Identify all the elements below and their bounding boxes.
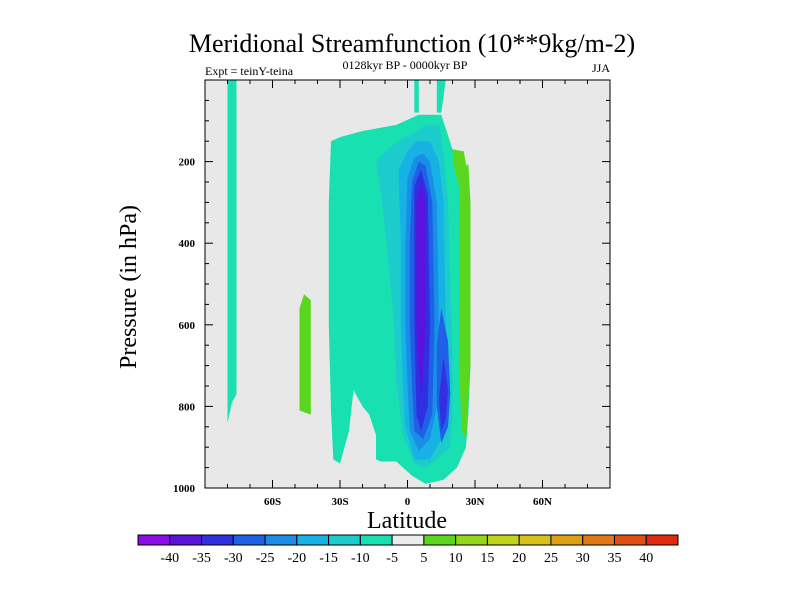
center-subtitle: 0128kyr BP - 0000kyr BP bbox=[343, 58, 468, 72]
colorbar-label: 30 bbox=[576, 551, 590, 566]
y-tick-label: 400 bbox=[179, 238, 196, 250]
x-axis-label: Latitude bbox=[367, 508, 447, 534]
y-tick-label: 800 bbox=[179, 401, 196, 413]
colorbar-label: 25 bbox=[544, 551, 558, 566]
left-subtitle: Expt = teinY-teina bbox=[205, 64, 294, 78]
plot-area: 60S 30S 0 30N 60N 200 400 600 800 1000 bbox=[173, 79, 611, 508]
colorbar-label: 40 bbox=[639, 551, 653, 566]
x-tick-label: 60S bbox=[264, 496, 281, 508]
contour-fill-main-cell-35 bbox=[416, 182, 426, 399]
x-tick-label: 0 bbox=[405, 496, 411, 508]
colorbar-label: 20 bbox=[512, 551, 526, 566]
axis-ticks: 60S 30S 0 30N 60N 200 400 600 800 1000 bbox=[173, 80, 610, 508]
colorbar-label: -40 bbox=[160, 551, 179, 566]
colorbar-swatch bbox=[423, 534, 457, 546]
colorbar-swatch bbox=[645, 534, 679, 546]
colorbar-label: -5 bbox=[386, 551, 398, 566]
colorbar-label: 10 bbox=[449, 551, 463, 566]
colorbar-swatch bbox=[296, 534, 330, 546]
contour-fill-north-positive-cell bbox=[459, 163, 471, 439]
colorbar-swatch bbox=[518, 534, 552, 546]
contour-fill-upper-tropics-strip bbox=[414, 80, 419, 113]
colorbar: -40 -35 -30 -25 -20 -15 -10 -5 5 10 15 20 25 30 35 40 bbox=[137, 534, 679, 566]
right-subtitle: JJA bbox=[592, 61, 610, 75]
colorbar-swatch bbox=[137, 534, 171, 546]
colorbar-swatch bbox=[455, 534, 488, 546]
colorbar-label: -30 bbox=[224, 551, 243, 566]
x-tick-label: 30N bbox=[466, 496, 485, 508]
chart-title: Meridional Streamfunction (10**9kg/m-2) bbox=[189, 29, 635, 58]
x-tick-label: 30S bbox=[331, 496, 348, 508]
colorbar-swatch bbox=[582, 534, 615, 546]
y-tick-label: 200 bbox=[179, 157, 196, 169]
colorbar-swatch bbox=[264, 534, 298, 546]
colorbar-swatch bbox=[201, 534, 234, 546]
contour-fill-upper-north-strip bbox=[436, 80, 446, 113]
colorbar-swatch bbox=[359, 534, 393, 546]
x-tick-label: 60N bbox=[533, 496, 552, 508]
colorbar-label: -25 bbox=[256, 551, 275, 566]
y-tick-label: 600 bbox=[179, 320, 196, 332]
colorbar-swatch bbox=[328, 534, 361, 546]
colorbar-label: 15 bbox=[480, 551, 494, 566]
colorbar-label: -10 bbox=[351, 551, 370, 566]
colorbar-swatch bbox=[486, 534, 520, 546]
colorbar-swatch bbox=[550, 534, 584, 546]
colorbar-swatch bbox=[391, 534, 425, 546]
colorbar-swatch bbox=[613, 534, 647, 546]
colorbar-label: -20 bbox=[287, 551, 306, 566]
colorbar-label: 35 bbox=[607, 551, 621, 566]
contour-fill-south-positive-cell bbox=[299, 294, 311, 415]
contour-fill-far-south-strip bbox=[227, 80, 237, 423]
colorbar-swatch bbox=[232, 534, 266, 546]
y-axis-label: Pressure (in hPa) bbox=[116, 205, 142, 369]
colorbar-label: -15 bbox=[319, 551, 338, 566]
contour-fill-lower-cell-30 bbox=[439, 357, 448, 431]
y-tick-label: 1000 bbox=[173, 483, 196, 495]
colorbar-label: 5 bbox=[420, 551, 427, 566]
contour-fills bbox=[227, 80, 471, 484]
colorbar-label: -35 bbox=[192, 551, 211, 566]
colorbar-swatch bbox=[169, 534, 203, 546]
